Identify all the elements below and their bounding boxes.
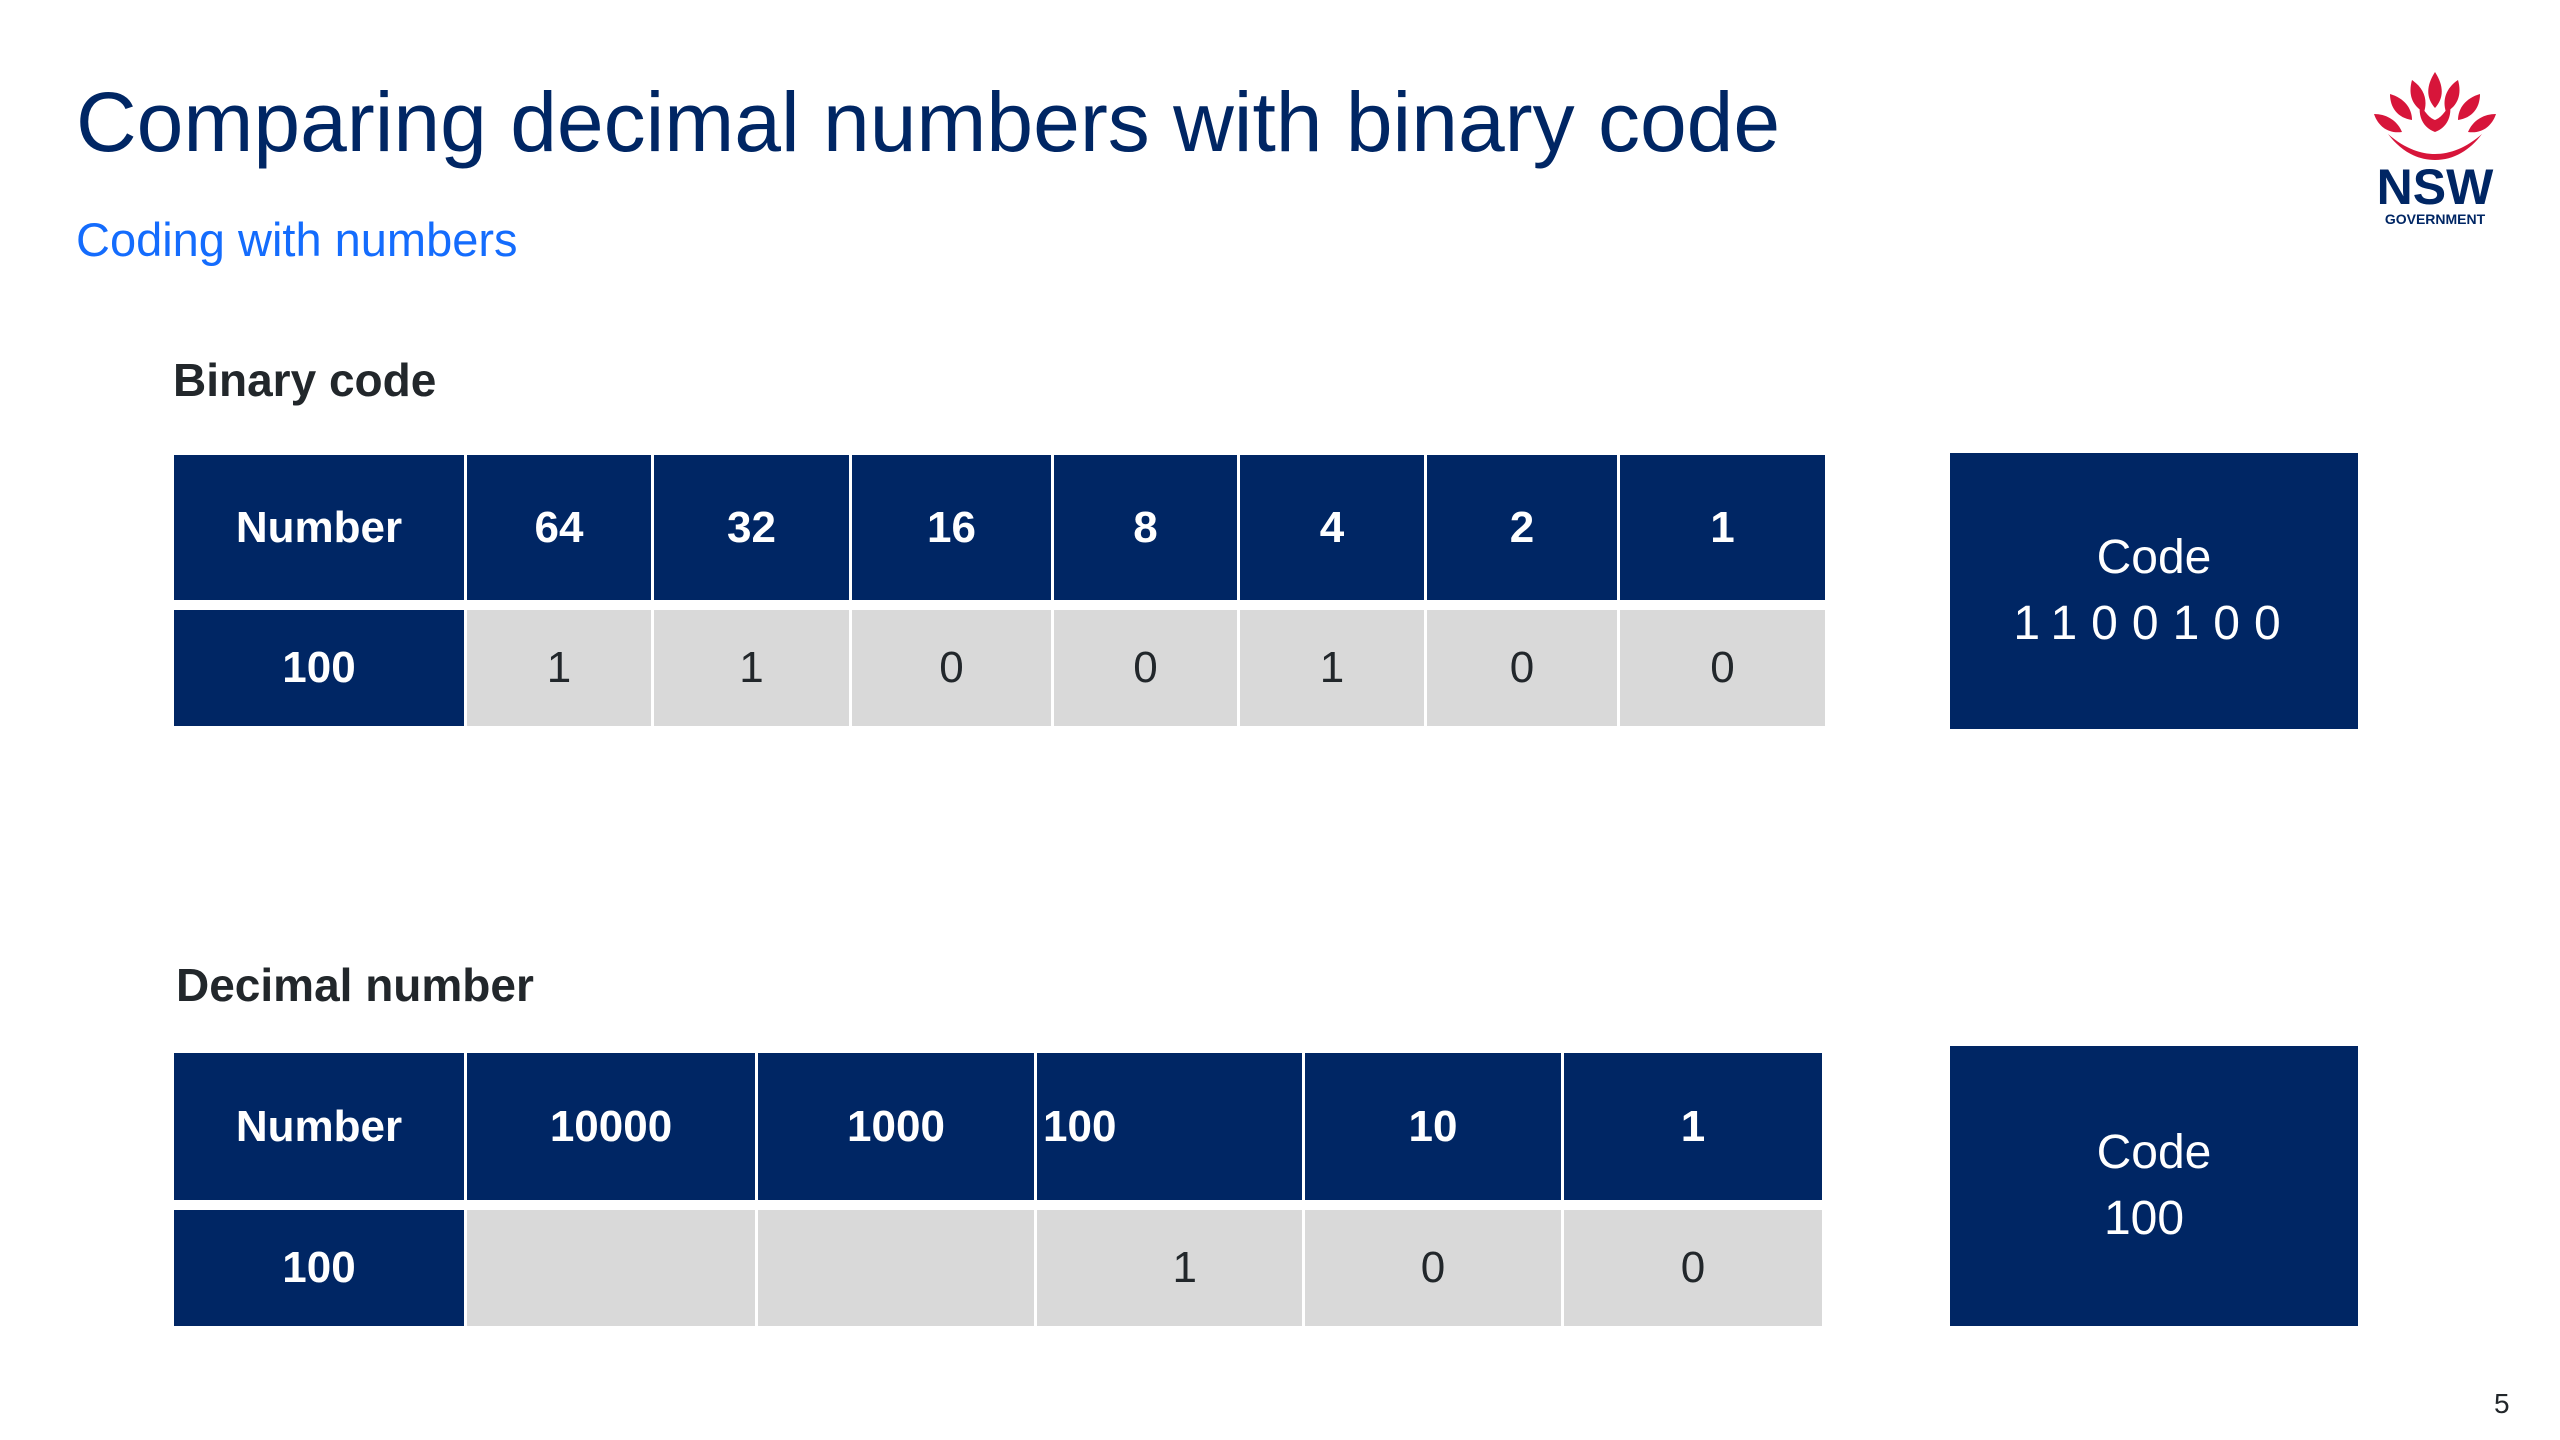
binary-value-cell: 1 (1240, 610, 1424, 726)
binary-value-cell: 0 (1054, 610, 1237, 726)
binary-header-cell: 16 (852, 455, 1051, 600)
binary-code-label: Binary code (173, 354, 437, 406)
binary-value-cell: 0 (852, 610, 1051, 726)
decimal-header-cell: 1000 (758, 1053, 1034, 1200)
binary-header-cell: 1 (1620, 455, 1825, 600)
binary-header-cell: 32 (654, 455, 849, 600)
binary-header-cell: 4 (1240, 455, 1424, 600)
binary-value-cell: 0 (1427, 610, 1617, 726)
binary-code-label: Code (2096, 531, 2212, 584)
decimal-value-cell (758, 1210, 1034, 1326)
page-number: 5 (2494, 1388, 2510, 1419)
decimal-code-label: Code (2096, 1126, 2212, 1179)
binary-header-cell: Number (174, 455, 464, 600)
decimal-value-cell: 0 (1305, 1210, 1561, 1326)
binary-code-value: 1100100 (2013, 597, 2295, 650)
logo-government-text: GOVERNMENT (2385, 211, 2486, 227)
slide-title: Comparing decimal numbers with binary co… (76, 75, 1781, 169)
nsw-government-logo: NSW GOVERNMENT (2360, 64, 2510, 234)
binary-value-cell: 1 (467, 610, 651, 726)
decimal-header-cell: 1 (1564, 1053, 1822, 1200)
binary-value-cell: 0 (1620, 610, 1825, 726)
binary-row-label-cell: 100 (174, 610, 464, 726)
decimal-header-cell: 100 (1037, 1053, 1302, 1200)
decimal-code-box: Code 100 (1950, 1046, 2358, 1326)
binary-value-cell: 1 (654, 610, 849, 726)
slide-subtitle: Coding with numbers (76, 213, 518, 266)
decimal-header-cell: 10000 (467, 1053, 755, 1200)
binary-header-cell: 2 (1427, 455, 1617, 600)
decimal-value-cell: 1 (1037, 1210, 1302, 1326)
waratah-logo-icon: NSW GOVERNMENT (2374, 72, 2496, 227)
binary-header-cell: 64 (467, 455, 651, 600)
decimal-value-cell: 0 (1564, 1210, 1822, 1326)
binary-code-box: Code 1100100 (1950, 453, 2358, 729)
decimal-header-cell: 10 (1305, 1053, 1561, 1200)
binary-header-cell: 8 (1054, 455, 1237, 600)
decimal-header-cell: Number (174, 1053, 464, 1200)
decimal-number-label: Decimal number (176, 959, 534, 1011)
decimal-row-label-cell: 100 (174, 1210, 464, 1326)
decimal-code-value: 100 (2103, 1192, 2185, 1245)
decimal-value-cell (467, 1210, 755, 1326)
logo-nsw-text: NSW (2377, 159, 2494, 215)
